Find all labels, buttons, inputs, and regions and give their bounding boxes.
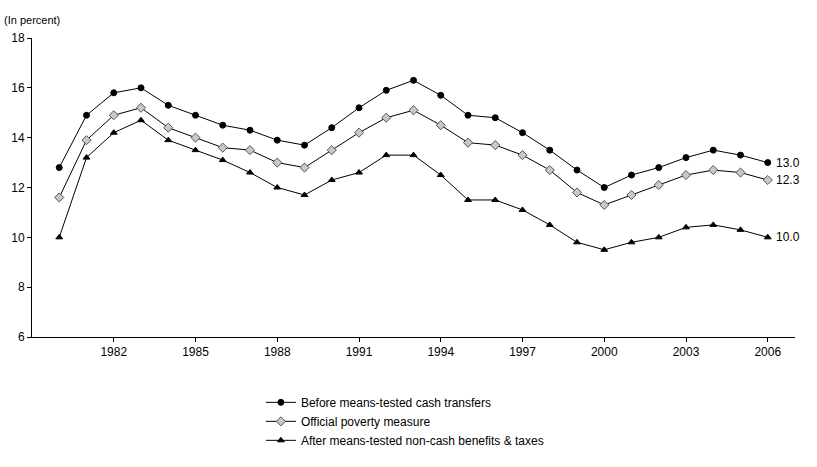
svg-text:1988: 1988 <box>264 345 291 359</box>
svg-text:12.3: 12.3 <box>776 173 800 187</box>
svg-text:10: 10 <box>11 231 25 245</box>
svg-text:1982: 1982 <box>100 345 127 359</box>
svg-text:16: 16 <box>11 81 25 95</box>
svg-text:2000: 2000 <box>591 345 618 359</box>
svg-text:18: 18 <box>11 31 25 45</box>
svg-text:2003: 2003 <box>673 345 700 359</box>
svg-text:Official poverty measure: Official poverty measure <box>301 415 430 429</box>
svg-text:8: 8 <box>18 280 25 294</box>
svg-text:10.0: 10.0 <box>776 230 800 244</box>
svg-text:After means-tested non-cash be: After means-tested non-cash benefits & t… <box>301 434 544 448</box>
svg-text:1994: 1994 <box>427 345 454 359</box>
svg-text:1997: 1997 <box>509 345 536 359</box>
svg-text:(In percent): (In percent) <box>4 14 60 26</box>
svg-text:1991: 1991 <box>346 345 373 359</box>
svg-text:14: 14 <box>11 131 25 145</box>
svg-text:6: 6 <box>18 330 25 344</box>
svg-text:1985: 1985 <box>182 345 209 359</box>
svg-text:12: 12 <box>11 181 25 195</box>
svg-text:13.0: 13.0 <box>776 156 800 170</box>
svg-text:Before means-tested cash trans: Before means-tested cash transfers <box>301 396 491 410</box>
svg-text:2006: 2006 <box>754 345 781 359</box>
